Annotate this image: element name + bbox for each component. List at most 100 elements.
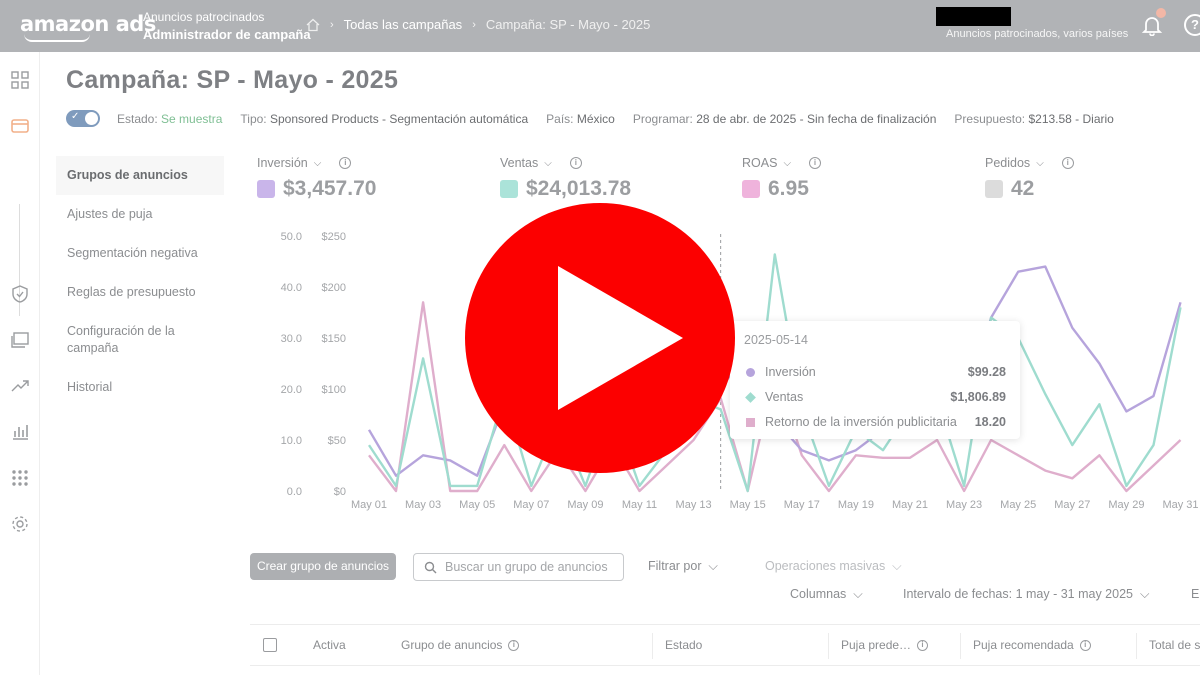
chevron-down-icon[interactable]: ⌵ xyxy=(313,157,322,169)
bulk-operations-dropdown[interactable]: Operaciones masivas ⌵ xyxy=(765,559,902,573)
x-tick-label: May 15 xyxy=(730,499,766,511)
diamond-marker-icon xyxy=(745,391,756,403)
bar-chart-icon[interactable] xyxy=(10,422,30,442)
nav-negative-targeting[interactable]: Segmentación negativa xyxy=(67,246,198,260)
budget-value[interactable]: $213.58 - Diario xyxy=(1028,111,1114,126)
metric-label: Pedidos xyxy=(985,156,1031,170)
col-active[interactable]: Activa xyxy=(313,638,346,652)
info-icon[interactable]: i xyxy=(569,157,582,169)
video-play-button-icon[interactable] xyxy=(465,203,735,473)
chart-tooltip: 2025-05-14 Inversión $99.28 Ventas $1,80… xyxy=(730,321,1020,439)
y-right-tick-label: $0 xyxy=(334,486,346,498)
x-tick-label: May 09 xyxy=(567,499,603,511)
top-bar: amazon ads Anuncios patrocinados Adminis… xyxy=(0,0,1200,52)
select-all-checkbox[interactable] xyxy=(263,638,277,652)
chevron-down-icon[interactable]: ⌵ xyxy=(544,157,552,169)
account-subtitle[interactable]: Anuncios patrocinados, varios países xyxy=(946,28,1129,40)
tooltip-value: $1,806.89 xyxy=(950,390,1006,404)
x-tick-label: May 29 xyxy=(1108,499,1144,511)
page-title: Campaña: SP - Mayo - 2025 xyxy=(66,66,399,94)
metric-swatch[interactable] xyxy=(500,180,518,198)
info-icon[interactable]: i xyxy=(339,157,352,169)
trend-icon[interactable] xyxy=(10,376,30,396)
create-ad-group-button[interactable]: Crear grupo de anuncios xyxy=(250,553,396,580)
nav-history[interactable]: Historial xyxy=(67,380,113,394)
chevron-down-icon[interactable]: ⌵ xyxy=(1036,157,1044,169)
metric-spend[interactable]: Inversión ⌵ i $3,457.70 xyxy=(257,156,376,201)
app-title: Anuncios patrocinados Administrador de c… xyxy=(143,9,311,43)
col-total[interactable]: Total de s xyxy=(1149,638,1200,652)
metric-value: $24,013.78 xyxy=(526,177,632,200)
media-icon[interactable] xyxy=(10,330,30,350)
y-left-tick-label: 10.0 xyxy=(281,435,302,447)
nav-bid-adjustments[interactable]: Ajustes de puja xyxy=(67,207,153,221)
metric-swatch[interactable] xyxy=(985,180,1003,198)
columns-dropdown[interactable]: Columnas ⌵ xyxy=(790,587,863,601)
x-tick-label: May 25 xyxy=(1000,499,1036,511)
info-icon[interactable]: i xyxy=(1079,639,1091,651)
date-range-dropdown[interactable]: Intervalo de fechas: 1 may - 31 may 2025… xyxy=(903,587,1150,601)
y-right-tick-label: $200 xyxy=(322,282,346,294)
col-status[interactable]: Estado xyxy=(665,638,703,652)
filter-dropdown[interactable]: Filtrar por ⌵ xyxy=(648,559,718,573)
breadcrumb-all-campaigns[interactable]: Todas las campañas xyxy=(343,17,463,32)
metric-value: 6.95 xyxy=(768,177,809,200)
metric-sales[interactable]: Ventas ⌵ i $24,013.78 xyxy=(500,156,631,201)
x-tick-label: May 17 xyxy=(784,499,820,511)
tooltip-value: 18.20 xyxy=(974,415,1006,429)
shield-icon[interactable] xyxy=(10,284,30,304)
dashboard-icon[interactable] xyxy=(10,70,30,90)
column-divider xyxy=(960,633,961,659)
rail-divider xyxy=(19,204,20,316)
metric-roas[interactable]: ROAS ⌵ i 6.95 xyxy=(742,156,822,201)
x-tick-label: May 11 xyxy=(622,499,657,511)
tooltip-label: Ventas xyxy=(765,390,804,404)
info-icon[interactable]: i xyxy=(809,157,822,169)
nav-budget-rules[interactable]: Reglas de presupuesto xyxy=(67,285,196,299)
x-tick-label: May 05 xyxy=(459,499,495,511)
column-divider xyxy=(652,633,653,659)
col-suggested-bid[interactable]: Puja recomendada i xyxy=(973,638,1091,652)
section-name: Administrador de campaña xyxy=(143,27,311,42)
schedule-value[interactable]: 28 de abr. de 2025 - Sin fecha de finali… xyxy=(696,111,937,126)
info-icon[interactable]: i xyxy=(508,639,520,651)
square-marker-icon xyxy=(746,417,755,427)
search-input[interactable]: Buscar un grupo de anuncios xyxy=(445,560,608,574)
breadcrumb-current: Campaña: SP - Mayo - 2025 xyxy=(485,17,651,32)
export-button[interactable]: E xyxy=(1191,587,1200,601)
amazon-ads-logo[interactable]: amazon ads xyxy=(20,12,156,36)
chevron-down-icon[interactable]: ⌵ xyxy=(783,157,792,169)
x-tick-label: May 07 xyxy=(513,499,549,511)
check-icon: ✓ xyxy=(71,111,80,122)
gear-icon[interactable] xyxy=(10,514,30,534)
home-icon[interactable] xyxy=(306,18,320,32)
nav-campaign-settings[interactable]: Configuración de la campaña xyxy=(67,324,175,355)
status-label: Estado: xyxy=(117,111,158,126)
x-tick-label: May 03 xyxy=(405,499,441,511)
tooltip-label: Inversión xyxy=(765,365,816,379)
tooltip-label: Retorno de la inversión publicitaria xyxy=(765,415,957,429)
metric-orders[interactable]: Pedidos ⌵ i 42 xyxy=(985,156,1074,201)
metric-value: $3,457.70 xyxy=(283,177,377,200)
info-icon[interactable]: i xyxy=(917,639,929,651)
breadcrumb: › Todas las campañas › Campaña: SP - May… xyxy=(306,17,650,32)
apps-grid-icon[interactable] xyxy=(10,468,30,488)
campaign-toggle[interactable]: ✓ xyxy=(66,110,100,127)
metric-swatch[interactable] xyxy=(257,180,275,198)
campaigns-icon[interactable] xyxy=(10,116,30,136)
col-default-bid[interactable]: Puja prede… i xyxy=(841,638,929,652)
campaign-status-row: ✓ Estado: Se muestra Tipo: Sponsored Pro… xyxy=(66,110,1132,127)
country-value: México xyxy=(576,111,615,126)
col-ad-group[interactable]: Grupo de anuncios i xyxy=(401,638,520,652)
search-icon xyxy=(424,561,437,573)
performance-chart[interactable]: 50.0 40.0 30.0 20.0 10.0 0.0 $250 $200 $150 $100 $… xyxy=(270,222,1200,522)
nav-ad-groups[interactable]: Grupos de anuncios xyxy=(56,156,224,195)
ad-group-search[interactable]: Buscar un grupo de anuncios xyxy=(413,553,624,581)
y-right-tick-label: $50 xyxy=(328,435,346,447)
y-right-tick-label: $250 xyxy=(322,231,346,243)
bell-icon[interactable] xyxy=(1141,14,1163,36)
help-icon[interactable]: ? xyxy=(1184,14,1200,36)
metric-swatch[interactable] xyxy=(742,180,760,198)
account-name-redacted[interactable] xyxy=(936,7,1011,26)
info-icon[interactable]: i xyxy=(1061,157,1074,169)
